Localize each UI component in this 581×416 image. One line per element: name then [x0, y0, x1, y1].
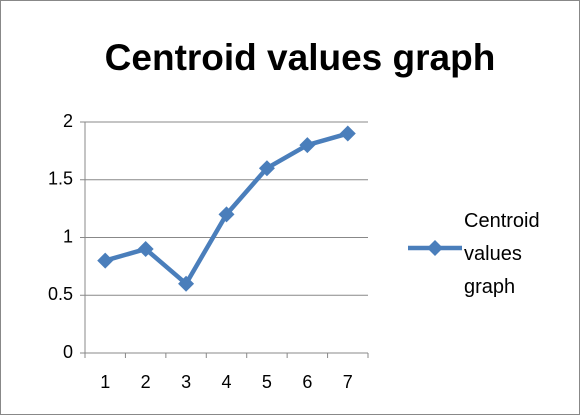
y-tick-label: 1: [63, 226, 73, 246]
y-tick-label: 0.5: [48, 284, 73, 304]
x-tick-label: 5: [262, 372, 272, 392]
data-point: [97, 252, 114, 269]
x-tick-label: 4: [221, 372, 231, 392]
data-point: [218, 206, 235, 223]
x-tick-label: 6: [302, 372, 312, 392]
data-point: [137, 241, 154, 258]
data-point: [339, 125, 356, 142]
data-point: [299, 137, 316, 154]
x-tick-label: 1: [100, 372, 110, 392]
x-tick-label: 3: [181, 372, 191, 392]
y-tick-label: 1.5: [48, 169, 73, 189]
y-tick-label: 0: [63, 342, 73, 362]
data-point: [178, 275, 195, 292]
x-tick-label: 7: [343, 372, 353, 392]
chart-title: Centroid values graph: [105, 37, 496, 78]
legend-label: Centroid values graph: [464, 210, 540, 298]
legend-marker: [427, 240, 443, 256]
data-point: [258, 160, 275, 177]
x-tick-label: 2: [141, 372, 151, 392]
y-tick-label: 2: [63, 111, 73, 131]
